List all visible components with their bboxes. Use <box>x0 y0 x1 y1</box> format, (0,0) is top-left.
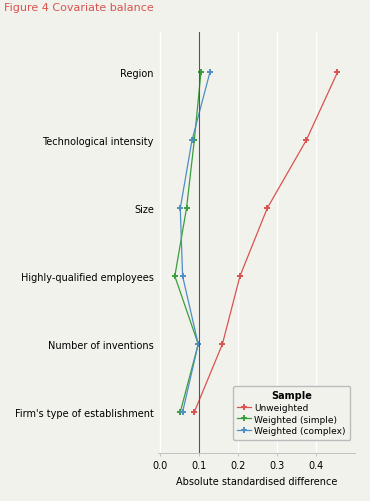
Legend: Unweighted, Weighted (simple), Weighted (complex): Unweighted, Weighted (simple), Weighted … <box>233 386 350 440</box>
X-axis label: Absolute standardised difference: Absolute standardised difference <box>176 476 337 486</box>
Text: Figure 4 Covariate balance: Figure 4 Covariate balance <box>4 3 154 13</box>
